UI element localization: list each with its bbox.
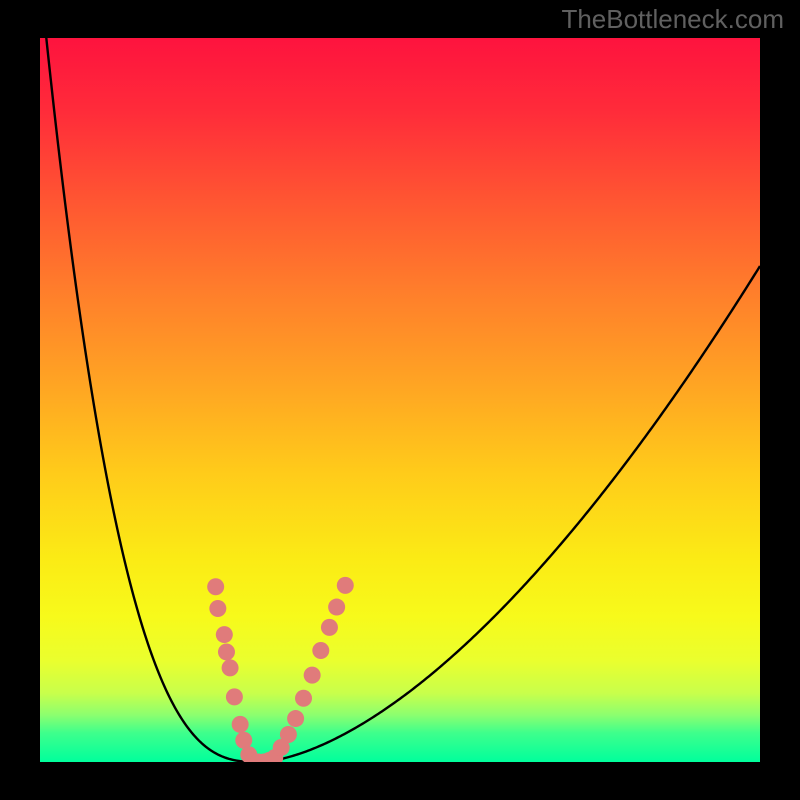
data-marker — [209, 600, 226, 617]
data-marker — [226, 688, 243, 705]
data-marker — [287, 710, 304, 727]
data-marker — [222, 659, 239, 676]
data-marker — [337, 577, 354, 594]
data-marker — [235, 732, 252, 749]
watermark-text: TheBottleneck.com — [561, 4, 784, 35]
data-marker — [304, 667, 321, 684]
data-marker — [218, 643, 235, 660]
data-marker — [312, 642, 329, 659]
data-marker — [280, 726, 297, 743]
gradient-background — [40, 38, 760, 762]
data-marker — [328, 599, 345, 616]
data-marker — [321, 619, 338, 636]
data-marker — [232, 716, 249, 733]
data-marker — [207, 578, 224, 595]
data-marker — [295, 690, 312, 707]
chart-container: TheBottleneck.com — [0, 0, 800, 800]
data-marker — [216, 626, 233, 643]
chart-svg — [0, 0, 800, 800]
